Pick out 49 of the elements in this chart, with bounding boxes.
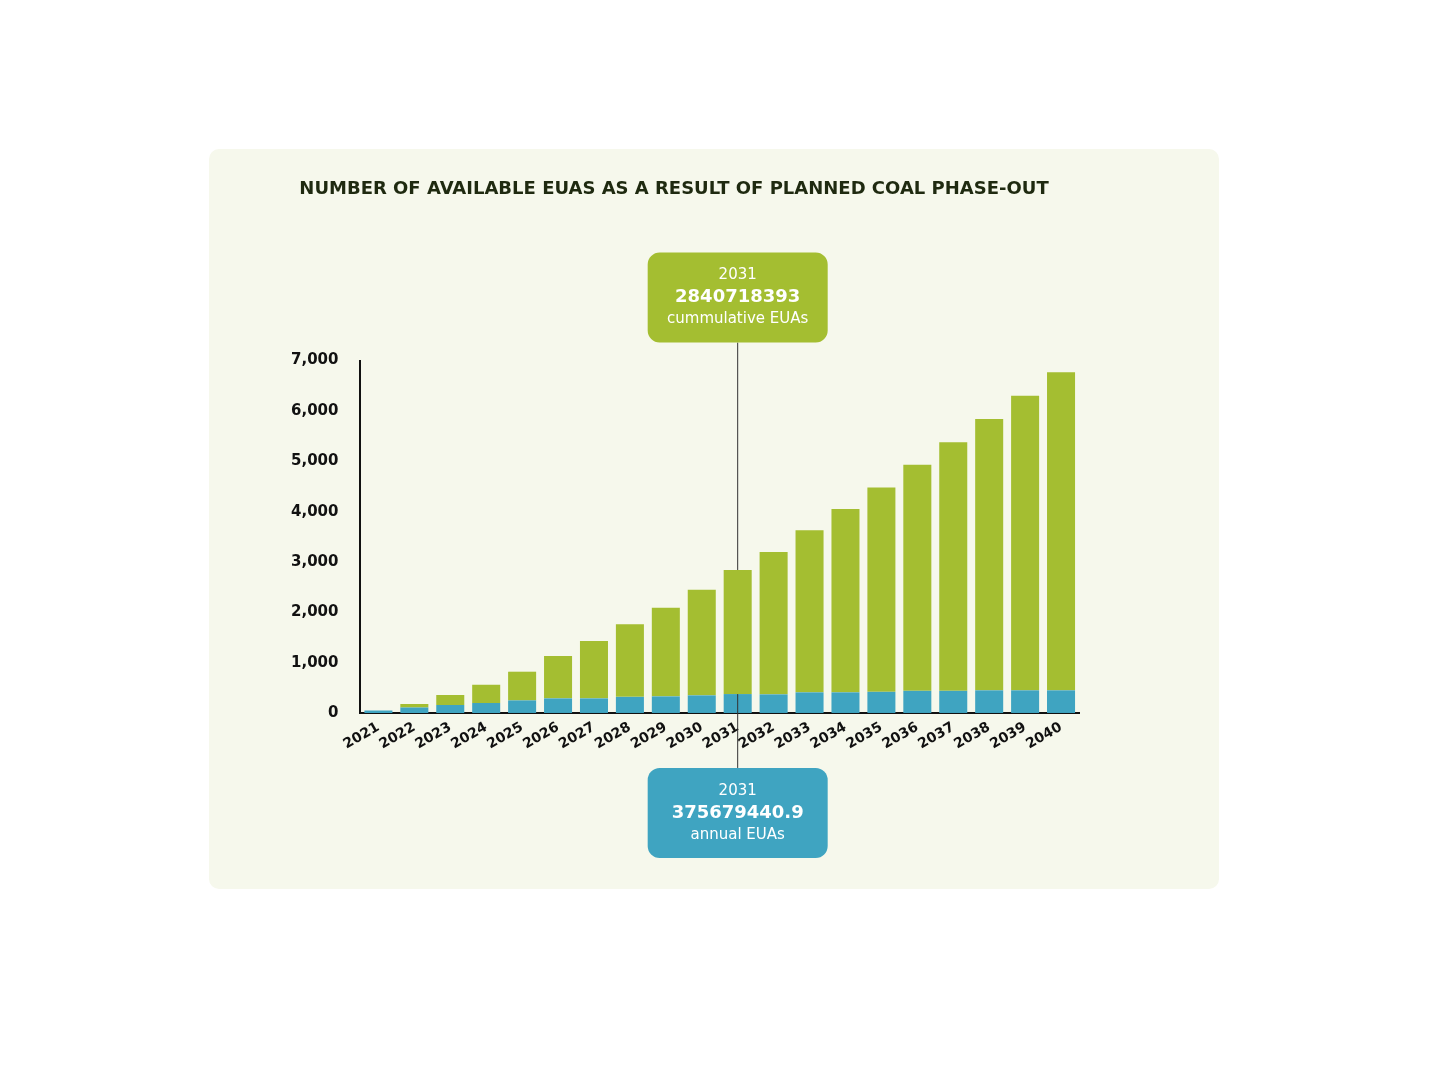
bar xyxy=(472,684,501,703)
y-tick-label: 6,000 xyxy=(290,400,339,419)
bar xyxy=(903,690,932,713)
bar xyxy=(687,695,716,713)
bar xyxy=(867,691,896,713)
annotation: 2031 375679440.9 annual EUAs xyxy=(671,780,804,843)
y-tick-label: 1,000 xyxy=(290,652,339,671)
annotation: 2031 2840718393 cummulative EUAs xyxy=(667,265,809,328)
bar xyxy=(1011,690,1040,713)
bar xyxy=(615,696,644,713)
bar xyxy=(903,464,932,691)
bar xyxy=(831,509,860,693)
bar xyxy=(831,692,860,713)
bar xyxy=(1047,690,1076,713)
bar xyxy=(939,442,968,691)
y-tick-label: 2,000 xyxy=(290,602,339,621)
bar xyxy=(687,589,716,696)
bar xyxy=(1011,395,1040,691)
bar xyxy=(651,696,680,713)
bar xyxy=(1047,372,1076,691)
bar xyxy=(723,569,752,695)
y-tick-label: 5,000 xyxy=(290,451,339,470)
bar xyxy=(544,656,573,699)
bar xyxy=(759,694,788,713)
bar xyxy=(867,487,896,692)
y-tick-label: 3,000 xyxy=(290,551,339,570)
bar xyxy=(436,704,465,713)
bar xyxy=(759,551,788,695)
bar xyxy=(436,695,465,705)
bar xyxy=(508,671,537,701)
bar xyxy=(579,698,608,713)
bar xyxy=(472,702,501,713)
bar xyxy=(795,530,824,693)
bar xyxy=(508,700,537,713)
bar xyxy=(544,698,573,713)
bar xyxy=(615,624,644,697)
bar xyxy=(364,710,393,713)
bar xyxy=(975,418,1004,691)
bar xyxy=(939,690,968,713)
bar xyxy=(400,707,429,713)
bar xyxy=(723,694,752,713)
y-tick-label: 4,000 xyxy=(290,501,339,520)
bar xyxy=(795,692,824,713)
bar xyxy=(975,690,1004,713)
y-tick-label: 7,000 xyxy=(290,350,339,369)
chart-title: NUMBER OF AVAILABLE EUAS AS A RESULT OF PLANNED COAL PHASE-OUT xyxy=(299,177,1050,199)
bar xyxy=(651,607,680,697)
bar xyxy=(579,640,608,699)
y-tick-label: 0 xyxy=(328,702,339,721)
